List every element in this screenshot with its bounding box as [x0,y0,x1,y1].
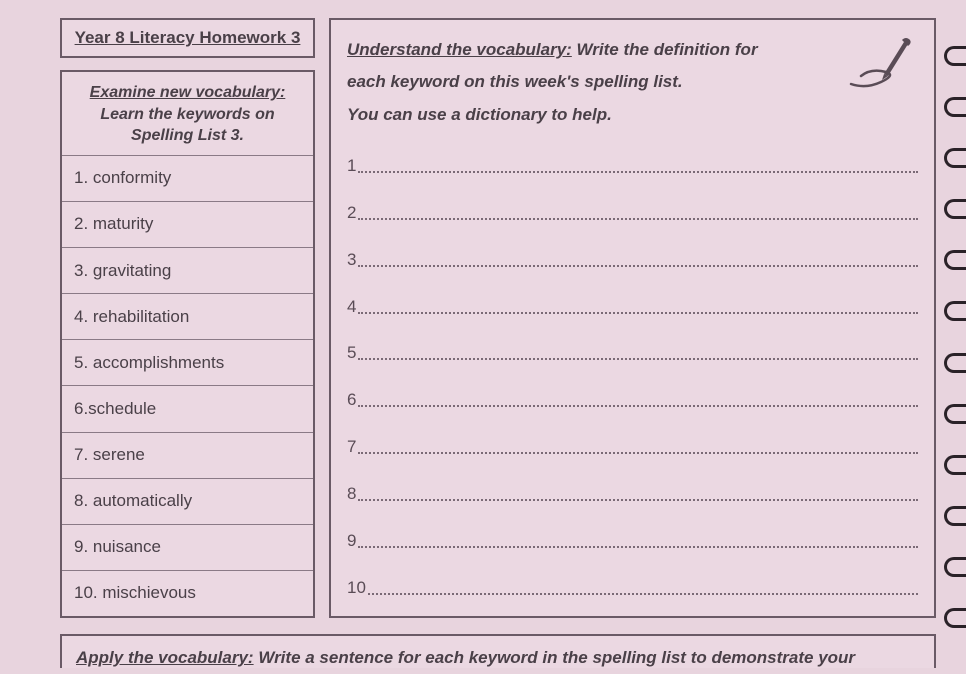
def-header-underline: Understand the vocabulary: [347,40,572,59]
word-row: 6.schedule [62,385,313,431]
word-row: 1. conformity [62,155,313,201]
def-header-line2: each keyword on this week's spelling lis… [347,72,683,91]
word-row: 4. rehabilitation [62,293,313,339]
word-row: 5. accomplishments [62,339,313,385]
dotted-line [358,452,918,454]
definitions-box: Understand the vocabulary: Write the def… [329,18,936,618]
definition-line: 9 [347,512,918,559]
definition-line: 7 [347,418,918,465]
dotted-line [358,546,918,548]
def-num: 3 [347,250,356,270]
dotted-line [358,171,918,173]
definition-line: 6 [347,371,918,418]
word-row: 10. mischievous [62,570,313,616]
vocab-header-line3: Spelling List 3. [131,127,244,144]
vocab-instructions: Examine new vocabulary: Learn the keywor… [62,72,313,155]
definition-line: 8 [347,465,918,512]
definition-line: 3 [347,231,918,278]
dotted-line [358,265,918,267]
definition-line: 10 [347,559,918,606]
definition-line: 5 [347,325,918,372]
apply-vocabulary-box: Apply the vocabulary: Write a sentence f… [60,634,936,668]
def-num: 8 [347,484,356,504]
dotted-line [358,218,918,220]
apply-header-rest: Write a sentence for each keyword in the… [254,648,855,667]
vocab-header-underline: Examine new vocabulary: [90,84,286,101]
vocab-header-line2: Learn the keywords on [100,106,274,123]
def-num: 2 [347,203,356,223]
def-num: 1 [347,156,356,176]
worksheet-title: Year 8 Literacy Homework 3 [60,18,315,58]
word-row: 9. nuisance [62,524,313,570]
def-num: 6 [347,390,356,410]
definition-line: 4 [347,278,918,325]
definition-line: 1 [347,137,918,184]
def-header-line3: You can use a dictionary to help. [347,105,612,124]
dotted-line [358,499,918,501]
definition-line: 2 [347,184,918,231]
def-num: 10 [347,578,366,598]
def-num: 5 [347,343,356,363]
word-row: 3. gravitating [62,247,313,293]
word-row: 2. maturity [62,201,313,247]
word-row: 7. serene [62,432,313,478]
def-num: 9 [347,531,356,551]
def-header-rest: Write the definition for [572,40,758,59]
word-row: 8. automatically [62,478,313,524]
dotted-line [368,593,918,595]
dotted-line [358,312,918,314]
vocabulary-list-box: Examine new vocabulary: Learn the keywor… [60,70,315,618]
def-num: 4 [347,297,356,317]
dotted-line [358,405,918,407]
definitions-instructions: Understand the vocabulary: Write the def… [347,34,918,131]
def-num: 7 [347,437,356,457]
notebook-spiral [944,0,966,674]
dotted-line [358,358,918,360]
pen-icon [846,34,916,94]
apply-header-underline: Apply the vocabulary: [76,648,254,667]
